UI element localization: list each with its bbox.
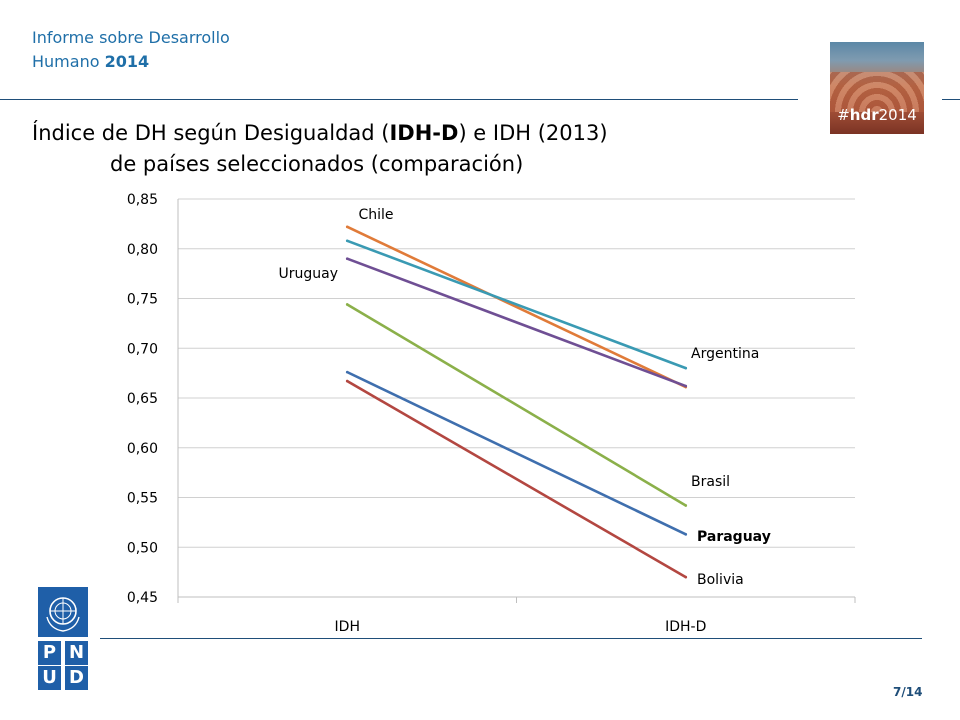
series-label-argentina: Argentina	[691, 346, 759, 362]
title-line1: Índice de DH según Desigualdad (IDH-D) e…	[32, 121, 608, 145]
x-tick-label: IDH	[335, 619, 360, 635]
data-point-uruguay	[684, 384, 688, 388]
report-title-line2: Humano 2014	[32, 52, 150, 71]
series-line-chile	[345, 225, 688, 389]
series-line-brasil	[345, 303, 688, 507]
data-point-argentina	[345, 239, 349, 243]
y-tick-label: 0,70	[127, 341, 158, 357]
y-tick-label: 0,75	[127, 292, 158, 308]
logo-cell-u: U	[38, 666, 61, 690]
y-tick-label: 0,60	[127, 441, 158, 457]
series-label-chile: Chile	[358, 207, 393, 223]
hdr2014-hashtag: #hdr2014	[837, 106, 917, 124]
y-tick-label: 0,80	[127, 242, 158, 258]
y-tick-label: 0,50	[127, 540, 158, 556]
footer-divider	[100, 638, 922, 639]
data-point-argentina	[684, 366, 688, 370]
data-point-bolivia	[684, 575, 688, 579]
y-tick-label: 0,85	[127, 192, 158, 208]
data-point-paraguay	[684, 533, 688, 536]
title-line2: de países seleccionados (comparación)	[110, 152, 524, 176]
logo-pattern	[830, 72, 924, 112]
series-label-uruguay: Uruguay	[279, 266, 339, 282]
report-title-line1: Informe sobre Desarrollo	[32, 28, 230, 47]
data-point-paraguay	[345, 370, 349, 374]
logo-cell-d: D	[65, 666, 88, 690]
data-point-chile	[345, 225, 349, 229]
header-divider	[0, 99, 798, 100]
series-line-uruguay	[345, 257, 688, 388]
series-line-argentina	[345, 239, 688, 370]
hdr2014-logo: #hdr2014	[830, 42, 924, 134]
series-line-bolivia	[345, 379, 688, 579]
header-divider-right	[942, 99, 960, 100]
series-label-brasil: Brasil	[691, 474, 730, 490]
series-label-bolivia: Bolivia	[697, 572, 744, 588]
un-emblem-icon	[38, 587, 88, 637]
y-tick-label: 0,65	[127, 391, 158, 407]
y-tick-label: 0,55	[127, 491, 158, 507]
data-point-brasil	[345, 303, 349, 306]
report-title: Informe sobre Desarrollo Humano 2014	[32, 26, 230, 74]
logo-cell-p: P	[38, 641, 61, 665]
data-point-uruguay	[345, 257, 349, 261]
data-point-brasil	[684, 504, 688, 507]
series-line-paraguay	[345, 370, 688, 536]
slide-title: Índice de DH según Desigualdad (IDH-D) e…	[32, 118, 608, 180]
x-tick-label: IDH-D	[665, 619, 706, 635]
logo-cell-n: N	[65, 641, 88, 665]
pnud-logo: P N U D	[38, 587, 88, 690]
page-number: 7/14	[893, 685, 923, 699]
data-point-bolivia	[345, 379, 349, 383]
y-tick-label: 0,45	[127, 590, 158, 606]
series-label-paraguay: Paraguay	[697, 529, 771, 545]
